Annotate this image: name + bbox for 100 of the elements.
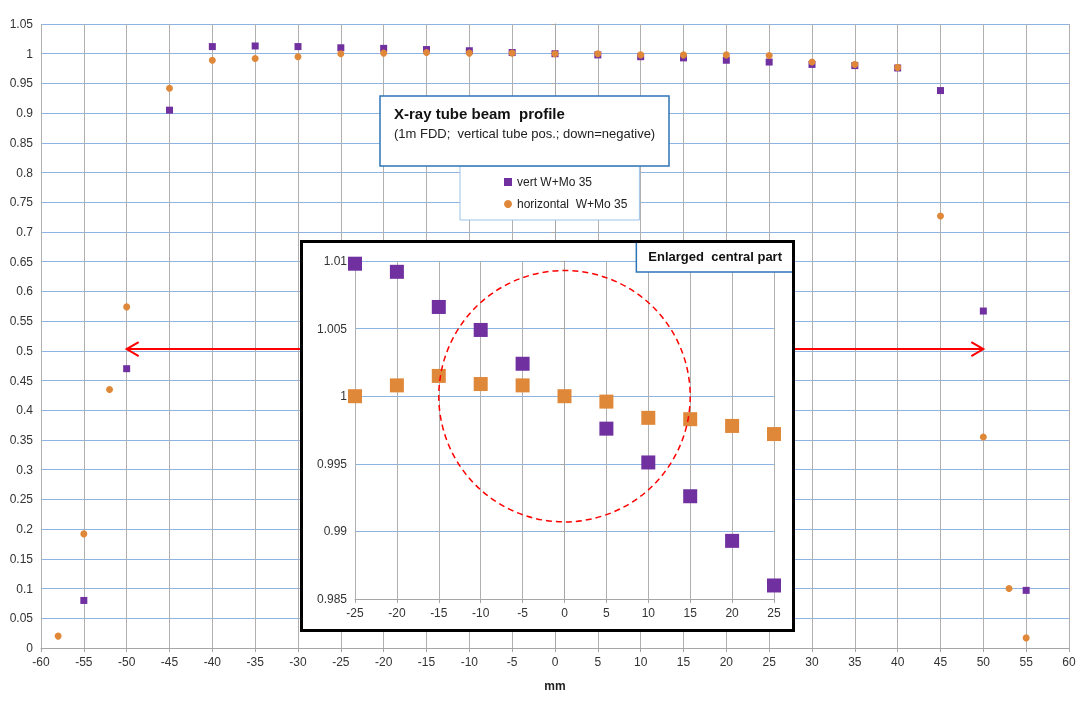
x-tick-label: 55	[1019, 655, 1034, 669]
x-tick-label: -20	[388, 606, 406, 620]
x-axis-title: mm	[544, 679, 566, 693]
point	[767, 427, 781, 442]
point	[80, 596, 88, 604]
point	[979, 307, 987, 315]
y-tick-label: 0.6	[16, 284, 34, 299]
point	[54, 632, 62, 640]
y-tick-label: 0	[26, 641, 34, 655]
y-tick-label: 0.9	[16, 106, 34, 121]
x-tick-label: -45	[160, 655, 179, 669]
x-tick-label: 15	[676, 655, 691, 669]
point	[599, 394, 614, 409]
y-tick-label: 1	[340, 389, 348, 404]
x-tick-label: 60	[1062, 655, 1076, 669]
x-tick-label: 35	[848, 655, 862, 669]
x-tick-label: 15	[683, 606, 698, 620]
x-tick-label: -30	[289, 655, 307, 669]
y-tick-label: 0.8	[16, 165, 34, 180]
point	[294, 53, 302, 61]
y-tick-label: 0.995	[316, 456, 348, 471]
point	[251, 42, 259, 50]
y-tick-label: 0.99	[323, 524, 348, 539]
point	[294, 43, 302, 51]
point	[1022, 586, 1030, 594]
point	[767, 578, 781, 593]
x-tick-label: -40	[203, 655, 222, 669]
y-tick-label: 0.985	[316, 592, 348, 606]
x-tick-label: 25	[762, 655, 777, 669]
point	[1022, 634, 1030, 642]
point	[431, 299, 446, 314]
x-tick-label: 5	[594, 655, 602, 669]
x-tick-label: 40	[890, 655, 905, 669]
y-tick-label: 0.4	[16, 403, 34, 418]
y-tick-label: 0.5	[16, 343, 34, 358]
point	[208, 56, 216, 64]
x-tick-label: 10	[641, 606, 656, 620]
x-tick-label: 30	[805, 655, 819, 669]
point	[106, 385, 114, 393]
point	[389, 264, 404, 279]
point	[123, 365, 131, 373]
y-tick-label: 0.45	[9, 373, 34, 388]
y-tick-label: 0.75	[9, 195, 34, 210]
y-tick-label: 0.25	[9, 492, 34, 507]
x-tick-label: -10	[460, 655, 479, 669]
x-tick-label: -15	[417, 655, 436, 669]
y-tick-label: 0.3	[16, 462, 34, 477]
point	[337, 50, 345, 58]
y-tick-label: 0.55	[9, 314, 34, 329]
y-tick-label: 0.85	[9, 135, 34, 150]
y-tick-label: 0.35	[9, 433, 34, 447]
point	[80, 530, 88, 538]
point	[765, 58, 773, 66]
point	[641, 410, 656, 425]
x-tick-label: 0	[561, 606, 569, 620]
x-tick-label: 20	[725, 606, 740, 620]
point	[337, 44, 345, 52]
point	[123, 303, 131, 311]
point	[348, 256, 362, 271]
point	[937, 212, 944, 220]
point	[641, 455, 656, 470]
point	[765, 52, 773, 59]
point	[979, 433, 987, 441]
x-tick-label: -25	[346, 606, 364, 620]
point	[515, 356, 530, 371]
x-tick-label: 50	[976, 655, 991, 669]
point	[722, 51, 730, 59]
y-tick-label: 1.05	[9, 17, 34, 31]
point	[1005, 585, 1013, 593]
x-tick-label: 10	[633, 655, 648, 669]
y-tick-label: 0.65	[9, 254, 34, 269]
text: (1m FDD; vertical tube pos.; down=negative)	[394, 126, 656, 141]
x-tick-label: -20	[374, 655, 393, 669]
x-tick-label: -10	[472, 606, 490, 620]
point	[937, 87, 944, 95]
x-tick-label: 20	[719, 655, 734, 669]
x-tick-label: -5	[506, 655, 518, 669]
x-tick-label: -60	[32, 655, 50, 669]
chart-title: Enlarged central part	[648, 249, 783, 264]
legend-label: horizontal W+Mo 35	[517, 197, 628, 211]
x-tick-label: -55	[75, 655, 93, 669]
text: X-ray tube beam profile	[394, 105, 565, 122]
point	[473, 377, 488, 392]
point	[208, 43, 216, 51]
point	[380, 49, 388, 57]
x-tick-label: -25	[332, 655, 350, 669]
point	[166, 84, 173, 92]
x-tick-label: -50	[117, 655, 136, 669]
point	[683, 412, 698, 427]
y-tick-label: 0.2	[16, 522, 34, 537]
point	[389, 378, 404, 393]
point	[683, 489, 698, 504]
y-tick-label: 0.1	[16, 581, 34, 596]
y-tick-label: 0.15	[9, 551, 34, 566]
point	[251, 54, 259, 62]
x-tick-label: -15	[430, 606, 448, 620]
y-tick-label: 1.01	[323, 254, 348, 268]
point	[599, 421, 614, 436]
legend-label: vert W+Mo 35	[517, 175, 593, 189]
point	[348, 389, 362, 404]
